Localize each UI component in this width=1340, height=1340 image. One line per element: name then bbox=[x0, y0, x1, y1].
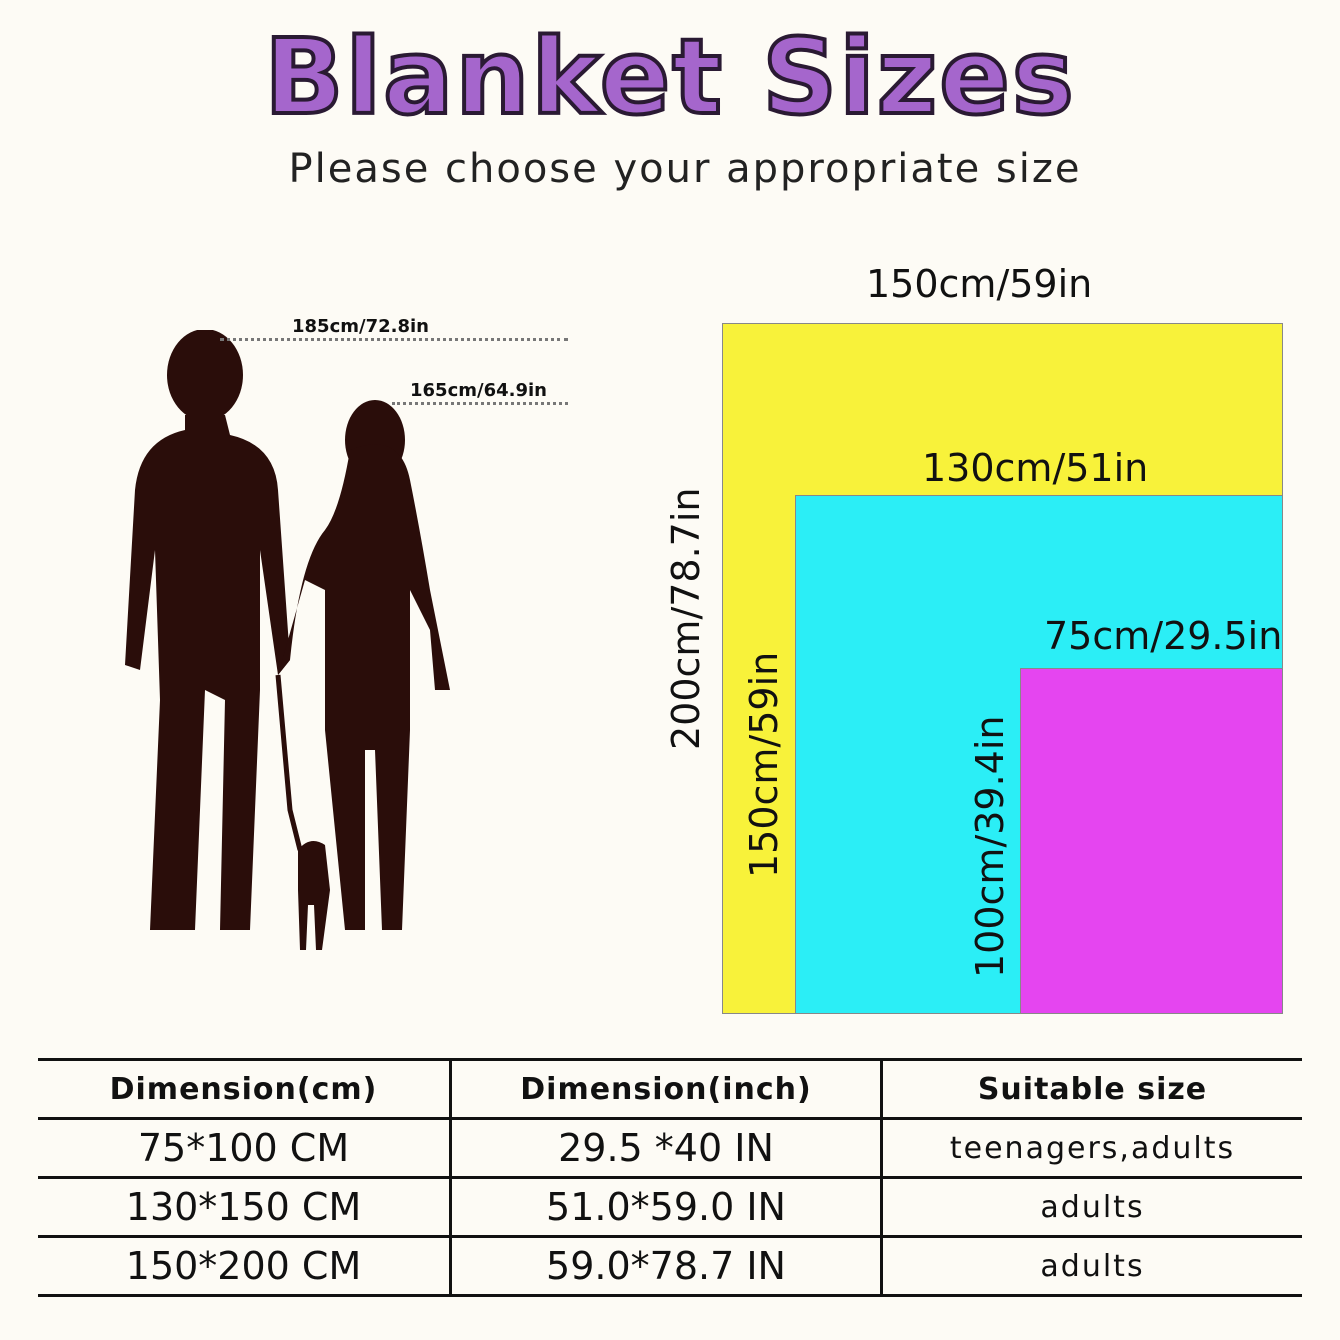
man-height-line bbox=[220, 338, 568, 341]
cell-cm: 75*100 CM bbox=[38, 1117, 451, 1179]
medium-width-label: 130cm/51in bbox=[922, 446, 1149, 490]
people-silhouette bbox=[125, 330, 450, 950]
cell-cm: 150*200 CM bbox=[38, 1235, 451, 1297]
woman-height-label: 165cm/64.9in bbox=[410, 380, 547, 401]
size-table: Dimension(cm) Dimension(inch) Suitable s… bbox=[38, 1058, 1302, 1297]
small-width-label: 75cm/29.5in bbox=[1044, 614, 1283, 658]
small-height-label: 100cm/39.4in bbox=[968, 715, 1012, 979]
cell-cm: 130*150 CM bbox=[38, 1176, 451, 1238]
large-width-label: 150cm/59in bbox=[866, 262, 1093, 306]
title: Blanket Sizes bbox=[262, 16, 1076, 138]
woman-height-line bbox=[392, 402, 568, 405]
table-row: 75*100 CM 29.5 *40 IN teenagers,adults bbox=[38, 1117, 1302, 1179]
cell-suitable: adults bbox=[880, 1235, 1302, 1297]
small-blanket bbox=[1020, 668, 1283, 1014]
table-row: 130*150 CM 51.0*59.0 IN adults bbox=[38, 1176, 1302, 1238]
cell-inch: 51.0*59.0 IN bbox=[449, 1176, 882, 1238]
large-height-label: 200cm/78.7in bbox=[664, 487, 708, 751]
cell-suitable: adults bbox=[880, 1176, 1302, 1238]
header-cm: Dimension(cm) bbox=[38, 1058, 451, 1120]
subtitle: Please choose your appropriate size bbox=[288, 146, 1082, 192]
cell-suitable: teenagers,adults bbox=[880, 1117, 1302, 1179]
medium-height-label: 150cm/59in bbox=[742, 651, 786, 878]
header-inch: Dimension(inch) bbox=[449, 1058, 882, 1120]
header-suitable: Suitable size bbox=[880, 1058, 1302, 1120]
table-header: Dimension(cm) Dimension(inch) Suitable s… bbox=[38, 1058, 1302, 1120]
cell-inch: 59.0*78.7 IN bbox=[449, 1235, 882, 1297]
table-row: 150*200 CM 59.0*78.7 IN adults bbox=[38, 1235, 1302, 1297]
man-height-label: 185cm/72.8in bbox=[292, 316, 429, 337]
cell-inch: 29.5 *40 IN bbox=[449, 1117, 882, 1179]
